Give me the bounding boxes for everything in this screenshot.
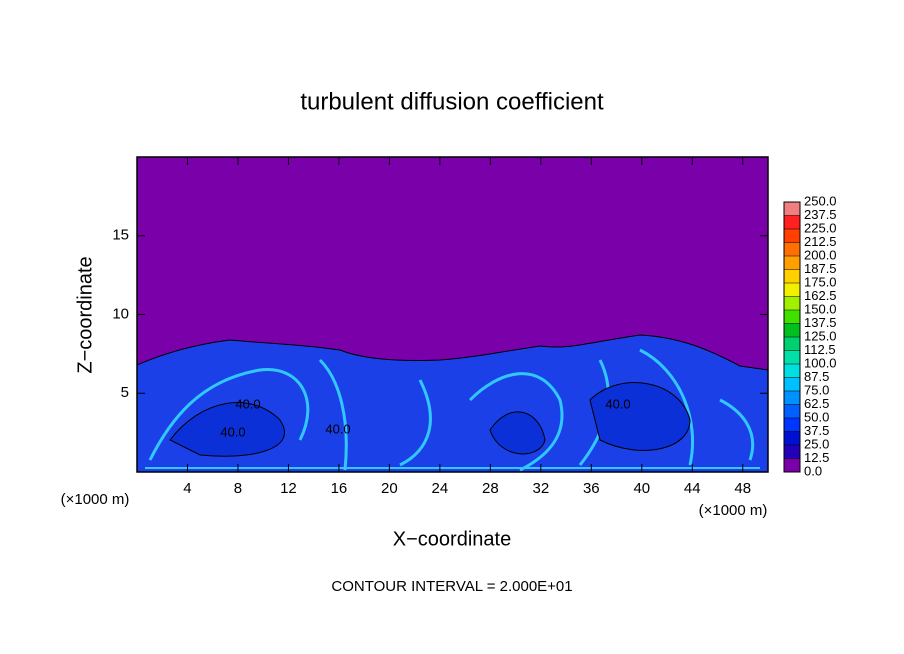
colorbar-tick-label: 62.5 — [804, 396, 829, 411]
contour-label: 40.0 — [235, 396, 260, 411]
colorbar-tick-label: 25.0 — [804, 436, 829, 451]
colorbar-band — [784, 458, 800, 472]
x-tick-label: 36 — [583, 480, 600, 497]
colorbar-band — [784, 296, 800, 310]
colorbar-band — [784, 431, 800, 445]
colorbar-band — [784, 377, 800, 391]
contour-interval-note: CONTOUR INTERVAL = 2.000E+01 — [331, 578, 572, 595]
field-contour — [169, 382, 691, 457]
colorbar-band — [784, 242, 800, 256]
colorbar-band — [784, 364, 800, 378]
colorbar-band — [784, 323, 800, 337]
colorbar-tick-label: 212.5 — [804, 234, 837, 249]
colorbar-band — [784, 445, 800, 459]
x-tick-label: 20 — [381, 480, 398, 497]
colorbar-band — [784, 202, 800, 216]
colorbar-tick-label: 237.5 — [804, 207, 837, 222]
x-tick-label: 4 — [183, 480, 191, 497]
colorbar-tick-label: 50.0 — [804, 409, 829, 424]
colorbar-band — [784, 310, 800, 324]
colorbar-tick-label: 37.5 — [804, 423, 829, 438]
x-tick-label: 48 — [734, 480, 751, 497]
colorbar-band — [784, 269, 800, 283]
field — [136, 157, 769, 473]
colorbar-tick-label: 12.5 — [804, 450, 829, 465]
colorbar-band — [784, 418, 800, 432]
contour-label: 40.0 — [325, 421, 350, 436]
chart-title: turbulent diffusion coefficient — [300, 88, 604, 115]
colorbar-tick-label: 0.0 — [804, 463, 822, 478]
colorbar-tick-label: 100.0 — [804, 355, 837, 370]
colorbar-band — [784, 283, 800, 297]
colorbar-band — [784, 215, 800, 229]
colorbar-tick-label: 162.5 — [804, 288, 837, 303]
x-axis-label: X−coordinate — [393, 528, 511, 550]
colorbar-tick-label: 250.0 — [804, 193, 837, 208]
colorbar-tick-label: 75.0 — [804, 382, 829, 397]
y-tick-label: 10 — [112, 305, 129, 322]
x-tick-label: 32 — [532, 480, 549, 497]
x-tick-label: 12 — [280, 480, 297, 497]
colorbar-band — [784, 256, 800, 270]
contour-label: 40.0 — [605, 396, 630, 411]
colorbar-band — [784, 404, 800, 418]
colorbar-tick-label: 112.5 — [804, 342, 836, 357]
colorbar-tick-label: 137.5 — [804, 315, 837, 330]
colorbar-band — [784, 350, 800, 364]
colorbar-tick-label: 175.0 — [804, 274, 837, 289]
colorbar-band — [784, 229, 800, 243]
colorbar-tick-label: 225.0 — [804, 220, 837, 235]
y-tick-label: 5 — [121, 384, 129, 401]
x-tick-label: 16 — [331, 480, 348, 497]
y-tick-label: 15 — [112, 227, 129, 244]
x-unit-label: (×1000 m) — [61, 491, 130, 508]
x-tick-label: 8 — [234, 480, 242, 497]
contour-label: 40.0 — [220, 424, 245, 439]
colorbar-band — [784, 391, 800, 405]
x-tick-label: 40 — [633, 480, 650, 497]
x-unit-label: (×1000 m) — [699, 502, 768, 519]
y-axis-label: Z−coordinate — [74, 256, 96, 373]
x-tick-label: 28 — [482, 480, 499, 497]
colorbar-tick-label: 150.0 — [804, 301, 837, 316]
colorbar-band — [784, 337, 800, 351]
colorbar-tick-label: 125.0 — [804, 328, 837, 343]
colorbar-tick-label: 87.5 — [804, 369, 829, 384]
x-tick-label: 24 — [432, 480, 449, 497]
colorbar-tick-label: 187.5 — [804, 261, 837, 276]
x-tick-label: 44 — [684, 480, 701, 497]
colorbar-tick-label: 200.0 — [804, 247, 837, 262]
